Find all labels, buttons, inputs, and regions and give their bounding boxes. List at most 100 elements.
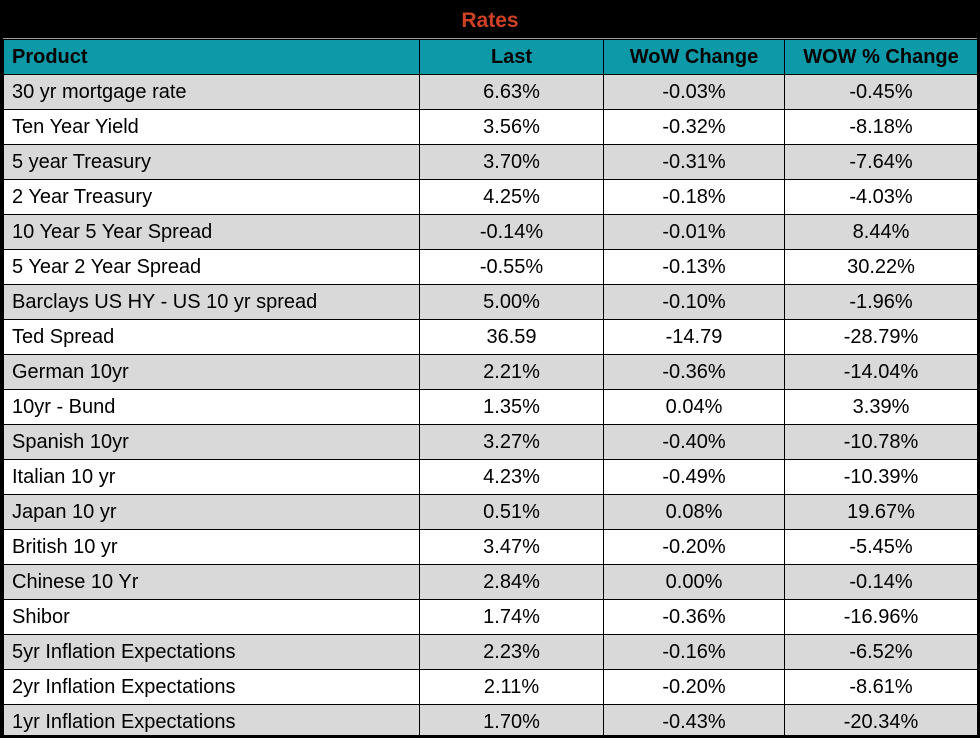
table-row: 1yr Inflation Expectations 1.70% -0.43% -20… (3, 704, 977, 735)
value-cell: -28.79% (784, 319, 977, 355)
table-row: Ten Year Yield 3.56% -0.32% -8.18% (3, 109, 977, 145)
value-cell: -20.34% (784, 704, 977, 735)
value-cell: 2.11% (419, 669, 604, 705)
table-row: Japan 10 yr 0.51% 0.08% 19.67% (3, 494, 977, 530)
value-cell: 8.44% (784, 214, 977, 250)
table-row: 2 Year Treasury 4.25% -0.18% -4.03% (3, 179, 977, 215)
product-cell: British 10 yr (3, 529, 420, 565)
value-cell: -14.79 (603, 319, 785, 355)
value-cell: -0.13% (603, 249, 785, 285)
value-cell: -10.39% (784, 459, 977, 495)
value-cell: -0.43% (603, 704, 785, 735)
table-row: British 10 yr 3.47% -0.20% -5.45% (3, 529, 977, 565)
value-cell: -0.20% (603, 669, 785, 705)
value-cell: 0.51% (419, 494, 604, 530)
value-cell: -5.45% (784, 529, 977, 565)
table-row: Italian 10 yr 4.23% -0.49% -10.39% (3, 459, 977, 495)
value-cell: -0.32% (603, 109, 785, 145)
table-row: 30 yr mortgage rate 6.63% -0.03% -0.45% (3, 74, 977, 110)
value-cell: 6.63% (419, 74, 604, 110)
value-cell: 3.56% (419, 109, 604, 145)
value-cell: -0.03% (603, 74, 785, 110)
value-cell: 3.70% (419, 144, 604, 180)
panel-title-text: Rates (461, 8, 519, 32)
rates-table: Product Last WoW Change WOW % Change 30 … (3, 39, 977, 735)
product-cell: German 10yr (3, 354, 420, 390)
value-cell: -0.49% (603, 459, 785, 495)
product-cell: 2yr Inflation Expectations (3, 669, 420, 705)
value-cell: -4.03% (784, 179, 977, 215)
table-row: Chinese 10 Yr 2.84% 0.00% -0.14% (3, 564, 977, 600)
product-cell: 10 Year 5 Year Spread (3, 214, 420, 250)
value-cell: -0.18% (603, 179, 785, 215)
product-cell: Spanish 10yr (3, 424, 420, 460)
value-cell: -0.14% (419, 214, 604, 250)
value-cell: 19.67% (784, 494, 977, 530)
value-cell: 1.70% (419, 704, 604, 735)
product-cell: Ten Year Yield (3, 109, 420, 145)
value-cell: 2.84% (419, 564, 604, 600)
value-cell: 3.27% (419, 424, 604, 460)
value-cell: 0.08% (603, 494, 785, 530)
value-cell: 1.35% (419, 389, 604, 425)
value-cell: -0.10% (603, 284, 785, 320)
table-row: Spanish 10yr 3.27% -0.40% -10.78% (3, 424, 977, 460)
value-cell: -0.55% (419, 249, 604, 285)
table-row: 5 year Treasury 3.70% -0.31% -7.64% (3, 144, 977, 180)
value-cell: -0.45% (784, 74, 977, 110)
value-cell: -0.01% (603, 214, 785, 250)
table-row: 10yr - Bund 1.35% 0.04% 3.39% (3, 389, 977, 425)
product-cell: 5yr Inflation Expectations (3, 634, 420, 670)
value-cell: -0.16% (603, 634, 785, 670)
value-cell: 0.04% (603, 389, 785, 425)
value-cell: -0.31% (603, 144, 785, 180)
column-header-last: Last (419, 39, 604, 75)
panel-title: Rates (3, 3, 977, 39)
value-cell: -0.20% (603, 529, 785, 565)
table-row: 5yr Inflation Expectations 2.23% -0.16% -6.… (3, 634, 977, 670)
value-cell: 5.00% (419, 284, 604, 320)
product-cell: 5 year Treasury (3, 144, 420, 180)
value-cell: 3.39% (784, 389, 977, 425)
product-cell: Chinese 10 Yr (3, 564, 420, 600)
value-cell: -0.36% (603, 354, 785, 390)
header-row: Product Last WoW Change WOW % Change (3, 39, 977, 75)
value-cell: 0.00% (603, 564, 785, 600)
value-cell: 4.25% (419, 179, 604, 215)
value-cell: -6.52% (784, 634, 977, 670)
value-cell: -0.36% (603, 599, 785, 635)
column-header-wow-pct-change: WOW % Change (784, 39, 977, 75)
value-cell: 4.23% (419, 459, 604, 495)
value-cell: -0.40% (603, 424, 785, 460)
value-cell: 36.59 (419, 319, 604, 355)
product-cell: Ted Spread (3, 319, 420, 355)
value-cell: 30.22% (784, 249, 977, 285)
table-row: Barclays US HY - US 10 yr spread 5.00% -0.… (3, 284, 977, 320)
table-row: Shibor 1.74% -0.36% -16.96% (3, 599, 977, 635)
value-cell: -7.64% (784, 144, 977, 180)
value-cell: 3.47% (419, 529, 604, 565)
value-cell: -10.78% (784, 424, 977, 460)
value-cell: -8.18% (784, 109, 977, 145)
value-cell: -16.96% (784, 599, 977, 635)
product-cell: 1yr Inflation Expectations (3, 704, 420, 735)
value-cell: -14.04% (784, 354, 977, 390)
value-cell: -1.96% (784, 284, 977, 320)
column-header-product: Product (3, 39, 420, 75)
value-cell: 2.23% (419, 634, 604, 670)
column-header-wow-change: WoW Change (603, 39, 785, 75)
product-cell: Barclays US HY - US 10 yr spread (3, 284, 420, 320)
rates-table-header: Product Last WoW Change WOW % Change (3, 39, 977, 75)
table-row: 5 Year 2 Year Spread -0.55% -0.13% 30.22% (3, 249, 977, 285)
rates-table-body: 30 yr mortgage rate 6.63% -0.03% -0.45% Ten … (3, 74, 977, 735)
value-cell: -8.61% (784, 669, 977, 705)
table-row: 2yr Inflation Expectations 2.11% -0.20% -8.… (3, 669, 977, 705)
product-cell: 2 Year Treasury (3, 179, 420, 215)
value-cell: 2.21% (419, 354, 604, 390)
value-cell: 1.74% (419, 599, 604, 635)
product-cell: 10yr - Bund (3, 389, 420, 425)
product-cell: Japan 10 yr (3, 494, 420, 530)
product-cell: Shibor (3, 599, 420, 635)
product-cell: 30 yr mortgage rate (3, 74, 420, 110)
